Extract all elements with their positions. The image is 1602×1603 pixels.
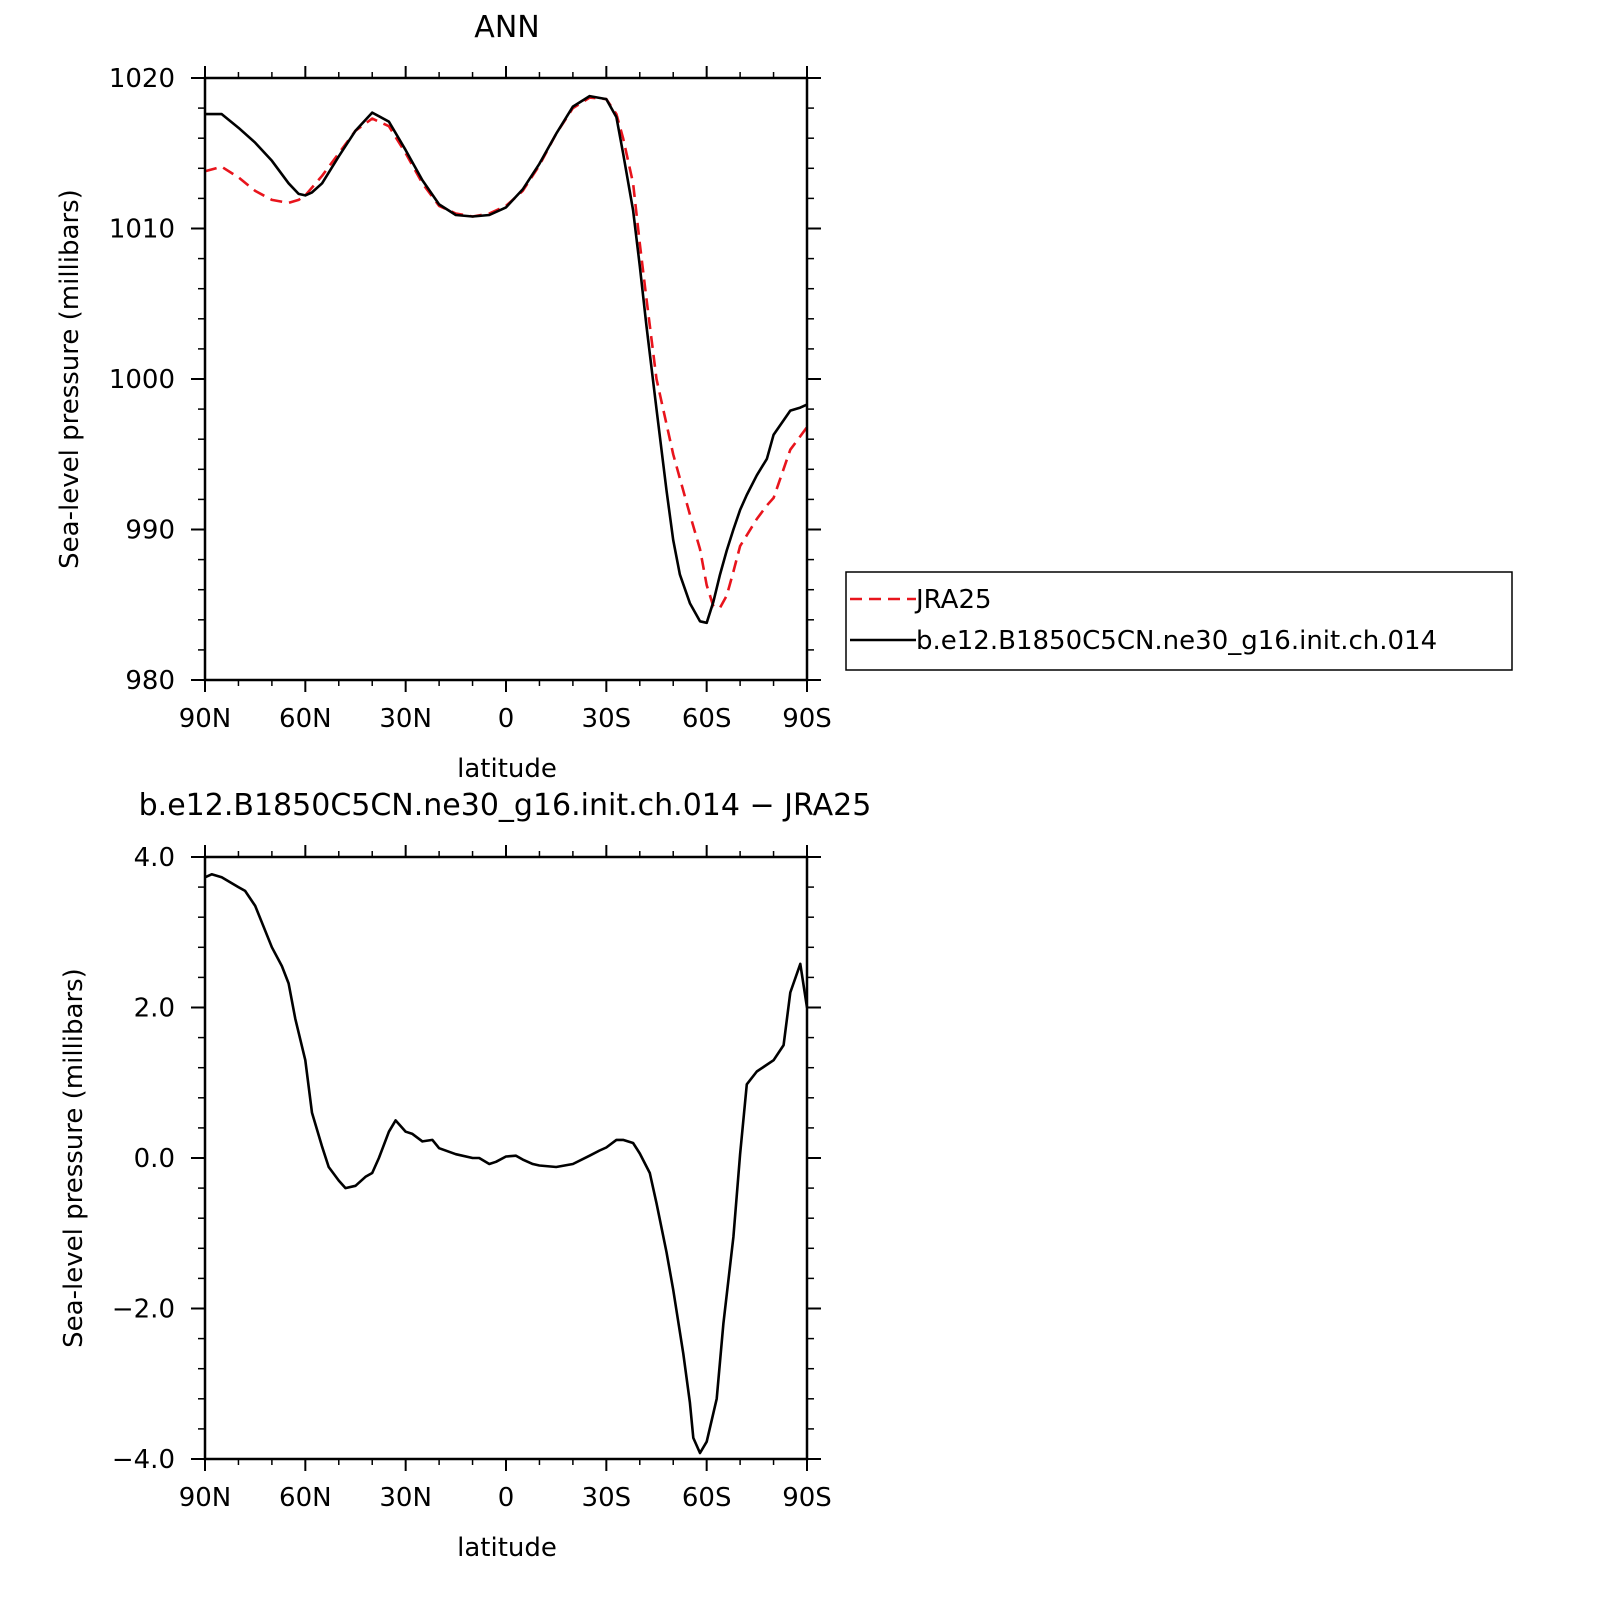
x-tick-label: 60S — [682, 1483, 732, 1513]
difference-chart: b.e12.B1850C5CN.ne30_g16.init.ch.014 − J… — [59, 788, 871, 1563]
chart-title: b.e12.B1850C5CN.ne30_g16.init.ch.014 − J… — [139, 788, 872, 823]
legend-label-model: b.e12.B1850C5CN.ne30_g16.init.ch.014 — [916, 626, 1437, 656]
y-tick-label: 980 — [125, 666, 175, 696]
x-tick-label: 30N — [379, 1483, 432, 1513]
y-tick-label: −2.0 — [112, 1295, 175, 1325]
series-lines — [204, 94, 809, 625]
series-line-model — [205, 94, 808, 625]
x-tick-label: 0 — [498, 1483, 515, 1513]
x-tick-label: 60S — [682, 704, 732, 734]
x-tick-label: 30N — [379, 704, 432, 734]
x-tick-label: 30S — [582, 704, 632, 734]
x-axis-title: latitude — [457, 1533, 557, 1563]
y-axis-title: Sea-level pressure (millibars) — [59, 968, 89, 1348]
series-line-jra25 — [204, 96, 809, 610]
x-tick-label: 90S — [782, 704, 832, 734]
y-tick-label: 1010 — [109, 215, 175, 245]
y-tick-label: 4.0 — [134, 843, 175, 873]
chart-title: ANN — [474, 10, 539, 45]
legend-label-jra25: JRA25 — [914, 585, 992, 615]
x-tick-label: 90N — [179, 1483, 232, 1513]
y-tick-label: 1020 — [109, 64, 175, 94]
plot-frame — [203, 76, 809, 682]
x-axis-title: latitude — [457, 754, 557, 784]
y-tick-label: 990 — [125, 516, 175, 546]
series-lines — [204, 872, 809, 1455]
axes-ticks: 90N 60N 30N 0 30S 60S 90S 4.0 2.0 0.0 −2.0 −4.0 — [112, 843, 832, 1513]
plot-frame — [203, 855, 809, 1461]
y-tick-label: −4.0 — [112, 1445, 175, 1475]
x-tick-label: 30S — [582, 1483, 632, 1513]
x-tick-label: 90S — [782, 1483, 832, 1513]
y-axis-title: Sea-level pressure (millibars) — [55, 189, 85, 569]
y-tick-label: 2.0 — [134, 994, 175, 1024]
x-tick-label: 90N — [179, 704, 232, 734]
x-tick-label: 60N — [279, 704, 332, 734]
y-tick-label: 0.0 — [134, 1144, 175, 1174]
legend: JRA25 b.e12.B1850C5CN.ne30_g16.init.ch.0… — [845, 571, 1513, 671]
series-line-difference — [204, 872, 809, 1455]
x-tick-label: 60N — [279, 1483, 332, 1513]
x-tick-label: 0 — [498, 704, 515, 734]
y-tick-label: 1000 — [109, 365, 175, 395]
mean-slp-chart: ANN 90N 60N 30N 0 30S 60S 90S 1020 1010 1000 990 98… — [55, 10, 1513, 784]
legend-box — [845, 571, 1513, 671]
axes-ticks: 90N 60N 30N 0 30S 60S 90S 1020 1010 1000 990 980 — [109, 64, 832, 734]
